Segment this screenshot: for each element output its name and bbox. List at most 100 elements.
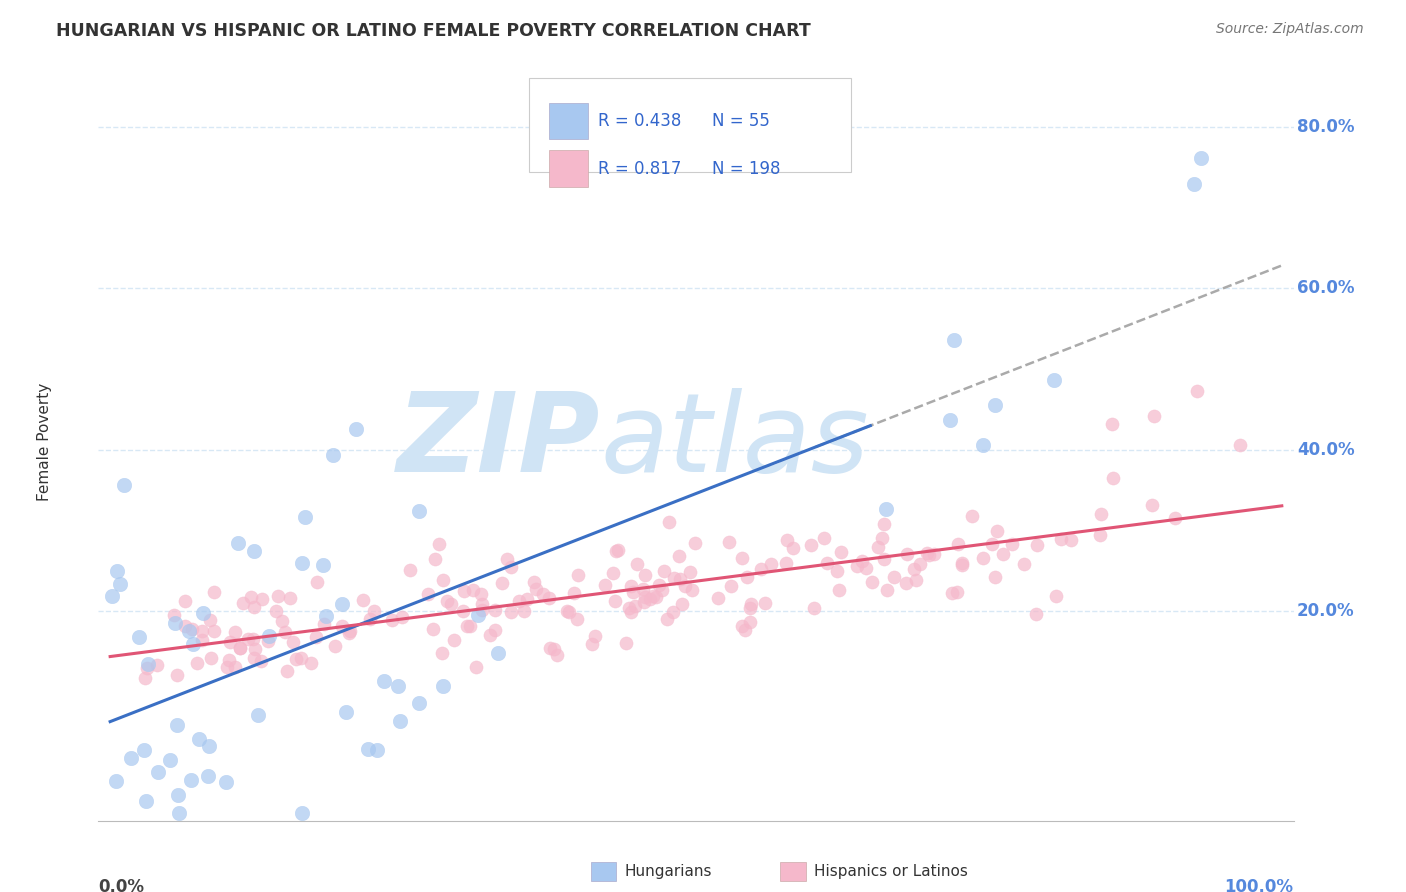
- Point: [754, 596, 776, 610]
- Point: [408, 696, 430, 710]
- Point: [478, 628, 501, 642]
- Point: [643, 589, 665, 603]
- Point: [188, 732, 211, 747]
- Text: ZIP: ZIP: [396, 388, 600, 495]
- Point: [543, 642, 565, 657]
- Point: [229, 641, 252, 656]
- Point: [166, 668, 188, 682]
- Point: [339, 624, 361, 638]
- Point: [855, 561, 877, 575]
- Point: [1014, 558, 1036, 572]
- Point: [738, 601, 761, 615]
- Point: [363, 604, 385, 618]
- Point: [440, 597, 463, 611]
- Point: [174, 594, 197, 608]
- Point: [876, 582, 898, 597]
- Point: [952, 558, 974, 572]
- Text: Hispanics or Latinos: Hispanics or Latinos: [814, 864, 967, 879]
- Point: [720, 579, 742, 593]
- Point: [1025, 607, 1047, 622]
- Point: [232, 596, 254, 610]
- Point: [305, 575, 328, 590]
- Point: [458, 619, 481, 633]
- Point: [243, 650, 266, 665]
- Point: [399, 563, 422, 577]
- Point: [993, 547, 1015, 561]
- Point: [651, 583, 673, 598]
- Point: [620, 606, 643, 620]
- Point: [1043, 373, 1066, 387]
- Text: 80.0%: 80.0%: [1298, 118, 1354, 136]
- Point: [240, 590, 263, 604]
- Point: [443, 633, 465, 648]
- Point: [825, 564, 848, 578]
- Text: N = 198: N = 198: [711, 160, 780, 178]
- Point: [567, 612, 589, 626]
- Point: [717, 535, 740, 549]
- Point: [593, 578, 616, 592]
- Text: R = 0.438: R = 0.438: [598, 112, 682, 130]
- Point: [135, 794, 157, 808]
- Point: [1229, 438, 1251, 452]
- Point: [337, 626, 360, 640]
- Point: [229, 641, 252, 656]
- Point: [128, 631, 150, 645]
- Point: [546, 648, 568, 662]
- Point: [652, 564, 675, 578]
- Point: [464, 660, 486, 674]
- Point: [224, 660, 246, 674]
- Point: [198, 739, 221, 753]
- Text: atlas: atlas: [600, 388, 869, 495]
- Point: [1050, 532, 1073, 546]
- Point: [101, 589, 124, 603]
- Point: [1182, 177, 1205, 191]
- Point: [299, 656, 322, 670]
- Point: [626, 557, 648, 571]
- Point: [456, 619, 478, 633]
- Point: [242, 600, 264, 615]
- Point: [605, 544, 627, 558]
- Point: [602, 566, 624, 580]
- Point: [432, 679, 454, 693]
- Point: [451, 604, 474, 618]
- Bar: [548, 103, 589, 139]
- Text: N = 55: N = 55: [711, 112, 769, 130]
- Point: [352, 593, 374, 607]
- Point: [108, 577, 131, 591]
- Point: [499, 560, 522, 574]
- Point: [683, 535, 706, 549]
- Point: [423, 551, 446, 566]
- Point: [731, 619, 754, 633]
- Point: [531, 587, 554, 601]
- Text: 40.0%: 40.0%: [1298, 441, 1354, 458]
- Point: [291, 556, 314, 570]
- Point: [706, 591, 728, 605]
- Point: [1163, 511, 1185, 525]
- Point: [873, 517, 896, 532]
- Point: [952, 556, 974, 570]
- Point: [523, 574, 546, 589]
- Text: 20.0%: 20.0%: [1298, 602, 1354, 620]
- Text: 60.0%: 60.0%: [1298, 279, 1354, 297]
- Point: [873, 551, 896, 566]
- Point: [904, 573, 927, 587]
- Point: [136, 657, 159, 671]
- Point: [734, 623, 756, 637]
- Point: [422, 622, 444, 636]
- Point: [249, 654, 271, 668]
- Point: [749, 562, 772, 576]
- Point: [972, 438, 994, 452]
- Point: [828, 582, 851, 597]
- Point: [668, 549, 690, 563]
- Point: [146, 765, 169, 780]
- Point: [915, 546, 938, 560]
- Point: [740, 597, 762, 611]
- Bar: [548, 151, 589, 186]
- Text: Source: ZipAtlas.com: Source: ZipAtlas.com: [1216, 22, 1364, 37]
- Point: [312, 617, 335, 632]
- Point: [607, 542, 630, 557]
- Point: [202, 585, 225, 599]
- Point: [1187, 384, 1209, 398]
- Point: [197, 769, 219, 783]
- Point: [868, 540, 890, 554]
